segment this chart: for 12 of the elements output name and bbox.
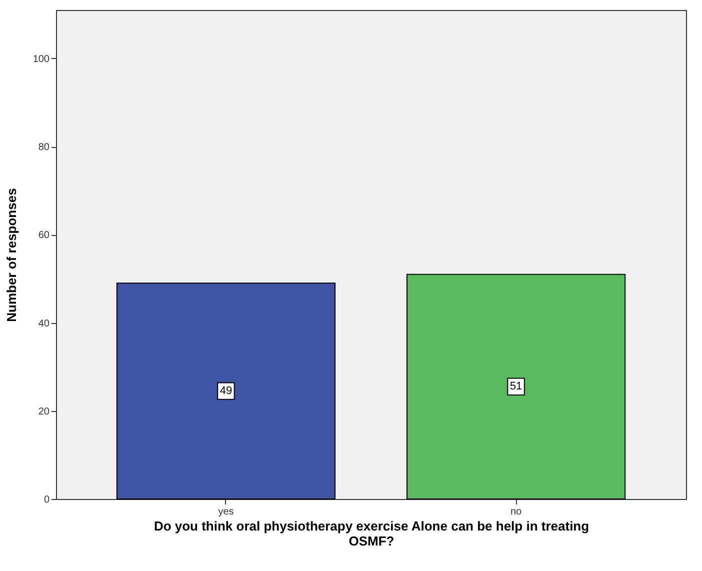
- x-tick-label: yes: [218, 506, 234, 518]
- y-tick-label: 100: [32, 54, 50, 65]
- data-label: 49: [220, 385, 232, 398]
- y-tick-label: 20: [38, 406, 50, 418]
- x-axis-title: Do you think oral physiotherapy exercise Alone can be help in treating OSMF?: [154, 518, 590, 548]
- y-tick-label: 60: [38, 230, 50, 242]
- y-axis-title: Number of responses: [4, 188, 19, 322]
- data-label: 51: [510, 380, 522, 393]
- y-tick-label: 0: [44, 494, 50, 506]
- x-tick-label: no: [510, 506, 522, 518]
- y-tick-label: 40: [38, 318, 50, 330]
- y-tick-label: 80: [38, 142, 50, 154]
